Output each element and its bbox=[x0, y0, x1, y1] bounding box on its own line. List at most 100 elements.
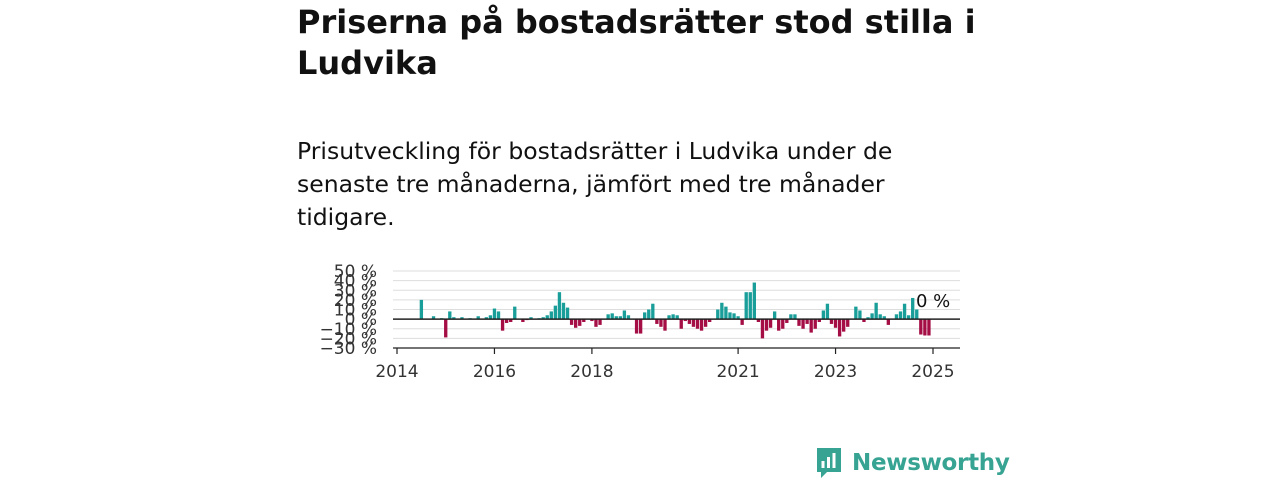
bar bbox=[777, 319, 781, 331]
bar bbox=[882, 316, 886, 320]
bar bbox=[846, 319, 850, 327]
x-tick-label: 2025 bbox=[911, 362, 954, 382]
bar bbox=[732, 313, 736, 320]
bar bbox=[638, 319, 643, 334]
bar bbox=[622, 310, 627, 320]
bar bbox=[923, 319, 927, 336]
bar bbox=[837, 319, 842, 337]
bar bbox=[679, 319, 683, 329]
bar bbox=[504, 319, 509, 323]
newsworthy-logo-icon bbox=[817, 448, 841, 478]
chart-title: Priserna på bostadsrätter stod stilla i … bbox=[297, 3, 976, 82]
bar bbox=[748, 292, 752, 320]
bar bbox=[894, 314, 899, 320]
y-tick-label: 30 % bbox=[334, 281, 377, 301]
bar bbox=[898, 311, 903, 320]
bar bbox=[561, 302, 566, 320]
bar bbox=[606, 314, 610, 320]
bar bbox=[545, 315, 549, 320]
bar bbox=[813, 319, 817, 329]
bar bbox=[716, 309, 720, 320]
brand-name: Newsworthy bbox=[852, 450, 1010, 476]
bar bbox=[699, 319, 704, 331]
bar bbox=[448, 311, 452, 320]
bar bbox=[496, 311, 501, 320]
bar bbox=[509, 319, 513, 323]
bar bbox=[610, 313, 614, 320]
bar bbox=[842, 319, 846, 332]
bar bbox=[691, 319, 696, 327]
y-tick-label: 0 % bbox=[345, 310, 377, 330]
bar bbox=[663, 319, 667, 331]
bar bbox=[724, 306, 728, 320]
bar bbox=[785, 319, 789, 323]
bar bbox=[651, 303, 655, 320]
bar bbox=[870, 313, 874, 320]
bar bbox=[833, 319, 838, 328]
bar bbox=[594, 319, 598, 327]
bar bbox=[695, 319, 700, 329]
bar bbox=[740, 319, 744, 325]
bar bbox=[736, 316, 740, 320]
bar bbox=[598, 319, 602, 325]
price-change-chart: −30 %−20 %−10 %0 %10 %20 %30 %40 %50 %20… bbox=[320, 262, 960, 382]
y-tick-label: −10 % bbox=[320, 320, 377, 340]
bar bbox=[590, 319, 594, 322]
bar bbox=[460, 317, 464, 320]
bar bbox=[703, 319, 708, 327]
bar bbox=[789, 314, 793, 320]
bar bbox=[760, 319, 765, 339]
y-tick-label: −20 % bbox=[320, 329, 377, 349]
bar bbox=[862, 319, 866, 323]
bar bbox=[431, 316, 436, 320]
bar bbox=[492, 308, 497, 320]
bar bbox=[809, 319, 813, 333]
bar bbox=[744, 292, 748, 320]
bar bbox=[902, 303, 907, 320]
bar bbox=[793, 314, 797, 320]
bar bbox=[476, 316, 480, 320]
y-tick-label: 20 % bbox=[334, 291, 377, 311]
bar bbox=[878, 314, 882, 320]
bar bbox=[858, 310, 862, 320]
bar bbox=[541, 317, 545, 320]
bar bbox=[708, 319, 712, 323]
y-tick-label: 50 % bbox=[334, 262, 377, 282]
bar bbox=[521, 319, 525, 323]
bar bbox=[647, 309, 651, 320]
x-tick-label: 2021 bbox=[716, 362, 759, 382]
x-tick-label: 2016 bbox=[473, 362, 516, 382]
bar bbox=[659, 319, 663, 327]
brand-logo[interactable]: Newsworthy bbox=[815, 446, 1010, 480]
bar bbox=[667, 315, 671, 320]
bar bbox=[529, 317, 533, 320]
bar bbox=[488, 315, 493, 320]
bar bbox=[675, 315, 679, 320]
bar bbox=[805, 319, 809, 324]
y-tick-label: 10 % bbox=[334, 301, 377, 321]
bar bbox=[655, 319, 659, 324]
bar bbox=[919, 319, 923, 335]
bar bbox=[866, 317, 870, 320]
bar bbox=[906, 315, 911, 320]
bar bbox=[817, 319, 821, 323]
bar bbox=[720, 302, 724, 320]
bar bbox=[500, 319, 505, 331]
chart-subtitle: Prisutveckling för bostadsrätter i Ludvi… bbox=[297, 137, 893, 231]
bar bbox=[419, 299, 424, 320]
bar bbox=[565, 307, 570, 320]
bar bbox=[756, 319, 761, 323]
bar bbox=[557, 292, 562, 320]
bar bbox=[772, 311, 777, 320]
bar bbox=[618, 316, 622, 320]
bar bbox=[764, 319, 769, 331]
bar bbox=[614, 316, 618, 320]
bar bbox=[549, 311, 553, 320]
bar bbox=[915, 309, 919, 320]
bar bbox=[444, 319, 448, 338]
bar bbox=[821, 310, 826, 320]
bar bbox=[452, 317, 456, 320]
bar bbox=[797, 319, 801, 326]
bar bbox=[683, 319, 687, 322]
bar bbox=[484, 317, 488, 320]
